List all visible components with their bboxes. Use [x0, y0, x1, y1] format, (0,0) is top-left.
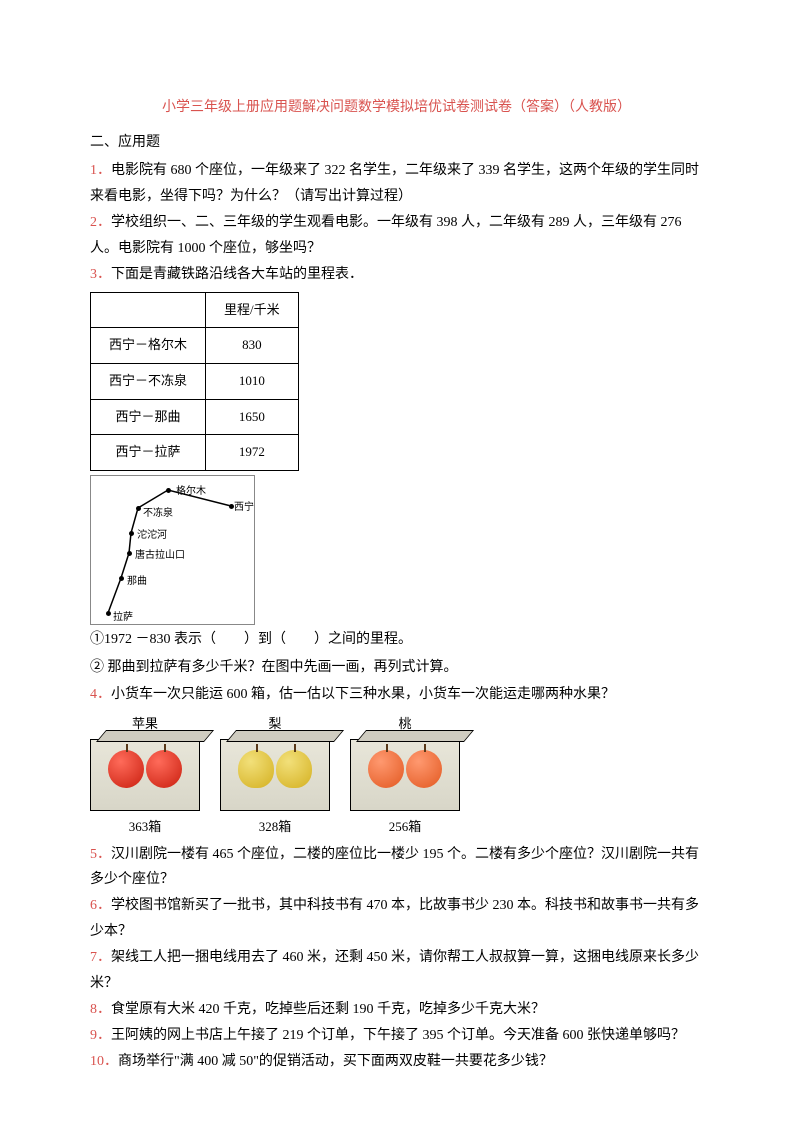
table-cell: 830: [206, 328, 299, 364]
route-label: 不冻泉: [143, 504, 173, 523]
q5-number: 5．: [90, 847, 111, 862]
q3-sub2: ② 那曲到拉萨有多少千米？在图中先画一画，再列式计算。: [90, 655, 703, 682]
table-row: 西宁－那曲 1650: [91, 399, 299, 435]
q7-number: 7．: [90, 950, 111, 965]
question-5: 5．汉川剧院一楼有 465 个座位，二楼的座位比一楼少 195 个。二楼有多少个…: [90, 842, 703, 894]
route-label: 那曲: [127, 572, 147, 591]
route-label: 格尔木: [176, 482, 206, 501]
q4-text: 小货车一次只能运 600 箱，估一估以下三种水果，小货车一次能运走哪两种水果？: [111, 687, 615, 702]
table-cell: 1010: [206, 364, 299, 400]
q9-text: 王阿姨的网上书店上午接了 219 个订单，下午接了 395 个订单。今天准备 6…: [111, 1028, 685, 1043]
q1-text: 电影院有 680 个座位，一年级来了 322 名学生，二年级来了 339 名学生…: [90, 163, 699, 204]
pear-icon: [276, 750, 312, 788]
question-2: 2．学校组织一、二、三年级的学生观看电影。一年级有 398 人，二年级有 289…: [90, 210, 703, 262]
fruit-box: [90, 739, 200, 811]
peach-icons: [351, 750, 459, 788]
route-label: 沱沱河: [137, 526, 167, 545]
apple-icon: [146, 750, 182, 788]
q1-number: 1．: [90, 163, 111, 178]
question-7: 7．架线工人把一捆电线用去了 460 米，还剩 450 米，请你帮工人叔叔算一算…: [90, 945, 703, 997]
fruit-peach: 桃 256箱: [350, 712, 460, 839]
fruit-count: 328箱: [220, 815, 330, 840]
table-cell: 西宁－格尔木: [91, 328, 206, 364]
fruit-box: [220, 739, 330, 811]
peach-icon: [406, 750, 442, 788]
q9-number: 9．: [90, 1028, 111, 1043]
page-title: 小学三年级上册应用题解决问题数学模拟培优试卷测试卷（答案）（人教版）: [90, 95, 703, 122]
q6-number: 6．: [90, 898, 111, 913]
q8-number: 8．: [90, 1002, 111, 1017]
pear-icon: [238, 750, 274, 788]
route-map-diagram: 格尔木西宁 不冻泉沱沱河唐古拉山口那曲拉萨: [90, 475, 255, 625]
table-cell: 西宁－那曲: [91, 399, 206, 435]
q6-text: 学校图书馆新买了一批书，其中科技书有 470 本，比故事书少 230 本。科技书…: [90, 898, 699, 939]
fruit-count: 256箱: [350, 815, 460, 840]
table-header-cell: 里程/千米: [206, 292, 299, 328]
question-8: 8．食堂原有大米 420 千克，吃掉些后还剩 190 千克，吃掉多少千克大米？: [90, 997, 703, 1023]
question-6: 6．学校图书馆新买了一批书，其中科技书有 470 本，比故事书少 230 本。科…: [90, 893, 703, 945]
table-cell: 西宁－拉萨: [91, 435, 206, 471]
q2-number: 2．: [90, 215, 111, 230]
question-3: 3．下面是青藏铁路沿线各大车站的里程表．: [90, 262, 703, 288]
table-header-row: 里程/千米: [91, 292, 299, 328]
fruit-apple: 苹果 363箱: [90, 712, 200, 839]
q7-text: 架线工人把一捆电线用去了 460 米，还剩 450 米，请你帮工人叔叔算一算，这…: [90, 950, 699, 991]
mileage-table: 里程/千米 西宁－格尔木 830 西宁－不冻泉 1010 西宁－那曲 1650 …: [90, 292, 299, 471]
question-9: 9．王阿姨的网上书店上午接了 219 个订单，下午接了 395 个订单。今天准备…: [90, 1023, 703, 1049]
table-cell: 1650: [206, 399, 299, 435]
fruit-row: 苹果 363箱 梨 328箱 桃 256箱: [90, 712, 703, 839]
fruit-count: 363箱: [90, 815, 200, 840]
q8-text: 食堂原有大米 420 千克，吃掉些后还剩 190 千克，吃掉多少千克大米？: [111, 1002, 545, 1017]
pear-icons: [221, 750, 329, 788]
table-cell: 西宁－不冻泉: [91, 364, 206, 400]
table-row: 西宁－拉萨 1972: [91, 435, 299, 471]
q10-number: 10．: [90, 1054, 118, 1069]
route-label: 西宁: [234, 498, 254, 517]
fruit-box: [350, 739, 460, 811]
q4-number: 4．: [90, 687, 111, 702]
q3-sub1: ①1972 －830 表示（ ）到（ ）之间的里程。: [90, 627, 703, 654]
apple-icon: [108, 750, 144, 788]
table-header-cell: [91, 292, 206, 328]
q3-number: 3．: [90, 267, 111, 282]
question-1: 1．电影院有 680 个座位，一年级来了 322 名学生，二年级来了 339 名…: [90, 158, 703, 210]
route-label: 拉萨: [113, 608, 133, 627]
route-label: 唐古拉山口: [135, 546, 185, 565]
question-4: 4．小货车一次只能运 600 箱，估一估以下三种水果，小货车一次能运走哪两种水果…: [90, 682, 703, 708]
fruit-pear: 梨 328箱: [220, 712, 330, 839]
question-10: 10．商场举行"满 400 减 50"的促销活动，买下面两双皮鞋一共要花多少钱？: [90, 1049, 703, 1075]
q5-text: 汉川剧院一楼有 465 个座位，二楼的座位比一楼少 195 个。二楼有多少个座位…: [90, 847, 699, 888]
peach-icon: [368, 750, 404, 788]
q2-text: 学校组织一、二、三年级的学生观看电影。一年级有 398 人，二年级有 289 人…: [90, 215, 682, 256]
table-row: 西宁－不冻泉 1010: [91, 364, 299, 400]
apple-icons: [91, 750, 199, 788]
table-row: 西宁－格尔木 830: [91, 328, 299, 364]
table-cell: 1972: [206, 435, 299, 471]
section-header: 二、应用题: [90, 130, 703, 157]
q10-text: 商场举行"满 400 减 50"的促销活动，买下面两双皮鞋一共要花多少钱？: [118, 1054, 553, 1069]
q3-text: 下面是青藏铁路沿线各大车站的里程表．: [111, 267, 363, 282]
